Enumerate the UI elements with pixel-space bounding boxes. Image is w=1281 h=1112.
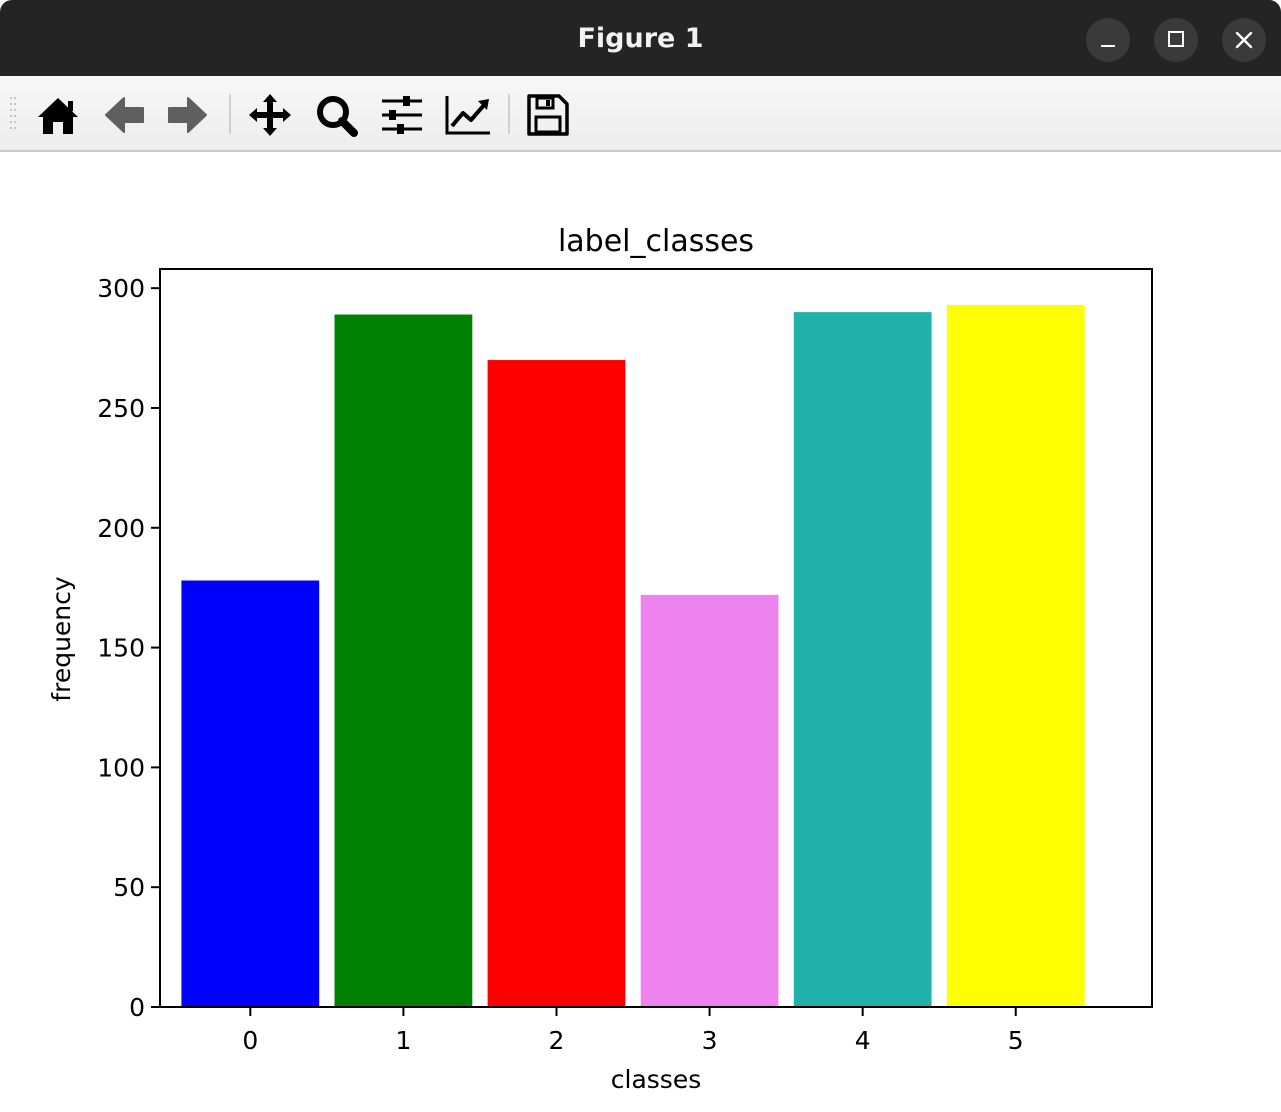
x-tick-label: 4 xyxy=(855,1026,871,1055)
x-axis-label: classes xyxy=(611,1065,701,1094)
axes-frame xyxy=(159,268,1153,1008)
forward-button[interactable] xyxy=(164,93,212,137)
chart-title: label_classes xyxy=(558,224,754,259)
window-title: Figure 1 xyxy=(577,23,704,54)
subplots-sliders-icon xyxy=(382,96,422,134)
x-tick-label: 1 xyxy=(395,1026,411,1055)
navigation-toolbar xyxy=(0,76,1281,152)
title-bar[interactable]: Figure 1 xyxy=(0,0,1281,76)
y-tick-label: 150 xyxy=(97,634,145,663)
minimize-button[interactable] xyxy=(1086,18,1130,62)
maximize-icon xyxy=(1168,31,1184,47)
bar-class-5 xyxy=(946,304,1085,1008)
back-button[interactable] xyxy=(100,93,148,137)
y-tick-label: 250 xyxy=(97,394,145,423)
pan-button[interactable] xyxy=(246,93,294,137)
y-axis-label: frequency xyxy=(47,576,76,702)
save-button[interactable] xyxy=(524,93,572,137)
x-tick-label: 3 xyxy=(702,1026,718,1055)
y-tick-label: 200 xyxy=(97,514,145,543)
close-icon xyxy=(1235,31,1253,49)
x-tick-label: 5 xyxy=(1008,1026,1024,1055)
bar-class-4 xyxy=(793,312,932,1007)
y-axis: 0 50 100 150 200 250 300 xyxy=(97,274,160,1022)
y-tick-label: 300 xyxy=(97,274,145,303)
x-axis: 0 1 2 3 4 5 xyxy=(242,1007,1024,1055)
x-tick-label: 2 xyxy=(549,1026,565,1055)
bars-layer xyxy=(181,304,1085,1008)
toolbar-grip-icon[interactable] xyxy=(9,96,17,130)
pan-move-icon xyxy=(249,94,291,136)
subplots-button[interactable] xyxy=(378,93,426,137)
toolbar-separator xyxy=(508,94,510,134)
y-tick-label: 0 xyxy=(129,993,145,1022)
minimize-icon xyxy=(1101,45,1115,47)
y-tick-label: 100 xyxy=(97,753,145,782)
home-icon xyxy=(38,98,78,134)
zoom-button[interactable] xyxy=(312,93,360,137)
toolbar-separator xyxy=(229,94,231,134)
zoom-magnifier-icon xyxy=(317,96,358,137)
edit-axis-chart-icon xyxy=(445,96,490,135)
customize-button[interactable] xyxy=(444,93,492,137)
bar-class-0 xyxy=(181,580,320,1007)
x-tick-label: 0 xyxy=(242,1026,258,1055)
bar-class-3 xyxy=(640,594,779,1007)
home-button[interactable] xyxy=(34,93,82,137)
y-tick-label: 50 xyxy=(113,873,145,902)
save-floppy-icon xyxy=(527,94,569,136)
close-button[interactable] xyxy=(1222,18,1266,62)
bar-class-2 xyxy=(487,360,626,1007)
forward-arrow-icon xyxy=(168,97,207,133)
bar-class-1 xyxy=(334,314,473,1007)
back-arrow-icon xyxy=(105,97,144,133)
maximize-button[interactable] xyxy=(1154,18,1198,62)
